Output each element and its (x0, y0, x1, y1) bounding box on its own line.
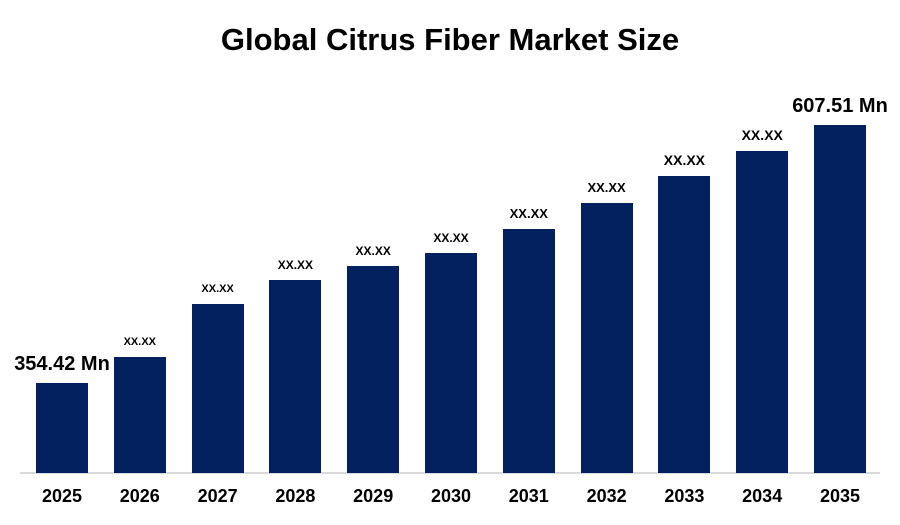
x-axis-tick-label: 2029 (353, 486, 394, 506)
chart-title: Global Citrus Fiber Market Size (220, 22, 680, 57)
bar (347, 266, 400, 473)
bar-value-label: XX.XX (663, 152, 706, 168)
x-axis-line (20, 472, 880, 474)
bar (736, 151, 789, 473)
x-axis-tick-label: 2030 (430, 486, 472, 506)
x-axis-tick-label: 2026 (119, 486, 160, 506)
bar (425, 253, 477, 473)
bar-value-label: XX.XX (433, 231, 469, 245)
bar (502, 229, 555, 473)
bar-value-label: XX.XX (587, 180, 626, 195)
bar-value-label: 354.42 Mn (14, 353, 110, 375)
bar-value-label: 607.51 Mn (792, 95, 888, 117)
bar (191, 304, 244, 473)
bar-value-label: XX.XX (277, 258, 314, 272)
x-axis-tick-label: 2034 (742, 486, 783, 506)
bar-value-label: XX.XX (355, 244, 391, 258)
bar (814, 125, 866, 473)
bar-value-label: XX.XX (509, 206, 548, 221)
bar (580, 203, 633, 473)
bar (658, 176, 711, 473)
bar (113, 357, 166, 473)
x-axis-tick-label: 2031 (508, 486, 549, 506)
bar-value-label: XX.XX (741, 127, 783, 143)
x-axis-tick-label: 2028 (275, 486, 316, 506)
x-axis-tick-label: 2033 (664, 486, 705, 506)
bar-value-label: XX.XX (201, 283, 234, 295)
x-axis-tick-label: 2035 (819, 486, 861, 506)
bar (269, 280, 322, 473)
bar (36, 383, 88, 473)
bar-value-label: XX.XX (123, 336, 156, 348)
x-axis-tick-label: 2025 (41, 486, 83, 506)
x-axis-tick-label: 2027 (197, 486, 238, 506)
x-axis-tick-label: 2032 (586, 486, 627, 506)
